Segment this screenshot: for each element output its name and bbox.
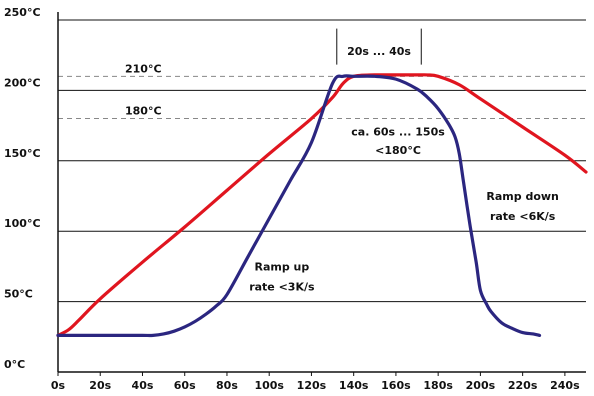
x-tick-label-8: 160s xyxy=(381,379,411,392)
x-tick-label-6: 120s xyxy=(297,379,327,392)
reference-line-label-0: 210°C xyxy=(125,62,162,75)
series-layer xyxy=(56,73,588,338)
annotation-5: Ramp up xyxy=(254,261,309,274)
x-tick-label-3: 60s xyxy=(174,379,196,392)
annotation-layer: 20s ... 40s ca. 60s ... 150s <180°C Ramp do… xyxy=(249,28,559,293)
x-tick-label-5: 100s xyxy=(254,379,284,392)
x-tick-label-12: 240s xyxy=(550,379,580,392)
x-tick-label-0: 0s xyxy=(51,379,66,392)
annotation-4: rate <6K/s xyxy=(490,210,556,223)
y-tick-label-2: 100°C xyxy=(4,217,41,230)
y-tick-label-1: 50°C xyxy=(4,288,33,301)
reference-line-label-1: 180°C xyxy=(125,105,162,118)
tick-label-layer: 0s 20s 40s 60s 80s 100s 120s 140s 160s 180s 200s 22… xyxy=(4,6,580,392)
x-tick-label-7: 140s xyxy=(339,379,369,392)
x-tick-label-11: 220s xyxy=(508,379,538,392)
y-tick-label-0: 0°C xyxy=(4,358,25,371)
x-tick-label-1: 20s xyxy=(89,379,111,392)
annotation-2: <180°C xyxy=(375,144,421,157)
x-tick-label-9: 180s xyxy=(423,379,453,392)
series-line-0 xyxy=(56,73,588,337)
annotation-0: 20s ... 40s xyxy=(347,45,411,58)
y-tick-label-3: 150°C xyxy=(4,147,41,160)
annotation-6: rate <3K/s xyxy=(249,280,315,293)
reference-lines: 210°C 180°C xyxy=(58,62,586,120)
x-tick-label-4: 80s xyxy=(216,379,238,392)
axes xyxy=(57,12,586,373)
y-tick-label-5: 250°C xyxy=(4,6,41,19)
series-line-1 xyxy=(56,74,542,338)
y-tick-label-4: 200°C xyxy=(4,76,41,89)
annotation-3: Ramp down xyxy=(486,190,558,203)
x-tick-label-10: 200s xyxy=(466,379,496,392)
x-tick-label-2: 40s xyxy=(132,379,154,392)
annotation-1: ca. 60s ... 150s xyxy=(351,125,445,138)
grid-layer xyxy=(58,19,586,303)
